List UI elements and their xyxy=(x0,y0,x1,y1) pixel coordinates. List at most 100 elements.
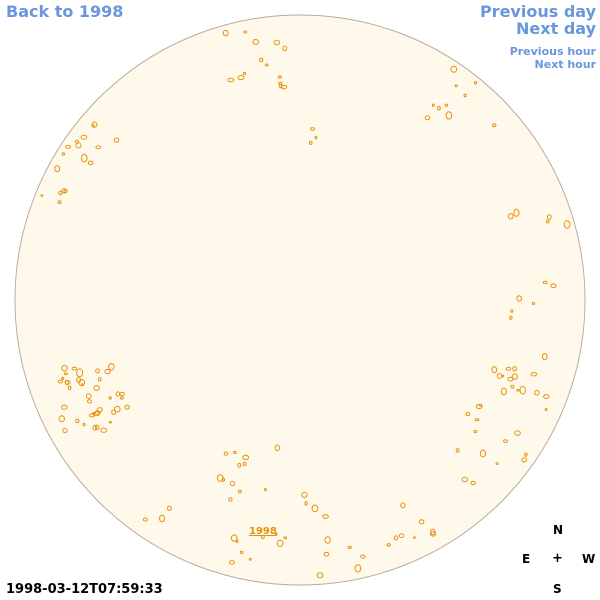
contour-mark xyxy=(546,214,552,220)
contour-mark xyxy=(475,403,483,410)
contour-mark xyxy=(142,517,148,522)
next-hour-link[interactable]: Next hour xyxy=(534,58,597,71)
contour-mark xyxy=(237,489,242,494)
contour-mark xyxy=(546,219,550,224)
previous-hour-link[interactable]: Previous hour xyxy=(509,45,596,58)
contour-mark xyxy=(235,539,239,544)
contour-mark xyxy=(85,393,92,399)
contour-mark xyxy=(491,123,497,128)
contour-mark xyxy=(474,81,478,85)
contour-mark xyxy=(308,140,313,145)
contour-mark xyxy=(516,295,523,302)
contour-mark xyxy=(248,557,252,561)
contour-mark xyxy=(222,29,229,37)
contour-mark xyxy=(75,139,79,144)
contour-mark xyxy=(94,410,101,415)
year-link-label[interactable]: 1998 xyxy=(249,526,277,537)
contour-mark xyxy=(512,366,517,372)
contour-mark xyxy=(75,418,80,424)
contour-mark xyxy=(511,373,518,380)
contour-mark xyxy=(230,534,238,542)
contour-mark xyxy=(311,504,319,513)
contour-mark xyxy=(544,408,548,411)
contour-mark xyxy=(111,409,116,415)
contour-mark xyxy=(473,430,478,433)
contour-mark xyxy=(61,188,68,194)
contour-mark xyxy=(510,384,515,389)
contour-mark xyxy=(450,65,458,73)
contour-mark xyxy=(534,390,540,396)
contour-mark xyxy=(62,427,68,434)
contour-mark xyxy=(503,439,508,444)
contour-mark xyxy=(108,396,112,400)
contour-mark xyxy=(455,448,460,453)
contour-mark xyxy=(509,315,513,320)
solar-disk xyxy=(14,14,586,586)
contour-mark xyxy=(119,391,125,397)
contour-mark xyxy=(543,394,550,400)
contour-mark xyxy=(242,461,247,467)
contour-mark xyxy=(510,309,514,313)
contour-mark xyxy=(108,421,113,424)
contour-mark xyxy=(232,450,237,454)
contour-mark xyxy=(61,365,68,372)
contour-mark xyxy=(80,134,88,140)
contour-mark xyxy=(413,536,416,539)
contour-mark xyxy=(82,422,86,427)
contour-mark xyxy=(274,444,280,452)
contour-mark xyxy=(393,535,398,541)
contour-mark xyxy=(309,127,315,131)
compass-center-icon: + xyxy=(552,551,563,566)
contour-mark xyxy=(278,81,283,85)
contour-mark xyxy=(463,93,467,98)
contour-mark xyxy=(360,554,366,559)
contour-mark xyxy=(228,497,233,502)
contour-mark xyxy=(314,135,318,140)
contour-mark xyxy=(260,534,265,540)
contour-mark xyxy=(424,115,431,121)
contour-mark xyxy=(274,532,278,536)
contour-mark xyxy=(283,536,288,540)
contour-mark xyxy=(81,383,84,386)
contour-mark xyxy=(237,75,245,81)
contour-mark xyxy=(465,411,471,417)
contour-mark xyxy=(431,103,435,107)
contour-mark xyxy=(119,396,124,400)
contour-mark xyxy=(124,404,130,410)
contour-mark xyxy=(95,424,100,430)
contour-mark xyxy=(282,45,288,52)
back-to-year-link[interactable]: Back to 1998 xyxy=(6,2,124,21)
contour-mark xyxy=(496,373,503,379)
next-day-link[interactable]: Next day xyxy=(516,19,596,38)
contour-mark xyxy=(347,545,352,550)
contour-mark xyxy=(316,572,324,579)
contour-mark xyxy=(242,71,247,76)
contour-mark xyxy=(242,454,250,461)
contour-mark xyxy=(237,462,242,468)
observation-timestamp: 1998-03-12T07:59:33 xyxy=(6,582,163,597)
contour-mark xyxy=(386,543,391,547)
contour-mark xyxy=(500,387,507,396)
contour-mark xyxy=(264,63,269,67)
contour-mark xyxy=(474,418,480,422)
previous-day-link[interactable]: Previous day xyxy=(479,2,596,21)
contour-mark xyxy=(418,519,425,525)
contour-mark xyxy=(513,208,520,217)
contour-mark xyxy=(229,480,236,487)
compass-west-label: W xyxy=(582,552,596,566)
contour-mark xyxy=(454,84,458,88)
contour-mark xyxy=(277,75,282,79)
contour-mark xyxy=(64,379,69,385)
compass-east-label: E xyxy=(522,552,531,566)
contour-mark xyxy=(263,488,267,492)
compass-south-label: S xyxy=(553,582,562,596)
contour-mark xyxy=(507,213,514,220)
contour-mark xyxy=(276,539,284,547)
contour-mark xyxy=(57,379,64,384)
contour-mark xyxy=(67,385,72,390)
contour-mark xyxy=(429,531,437,537)
contour-mark xyxy=(81,153,88,163)
contour-mark xyxy=(530,372,538,377)
compass-north-label: N xyxy=(553,523,564,537)
contour-mark xyxy=(521,457,528,463)
